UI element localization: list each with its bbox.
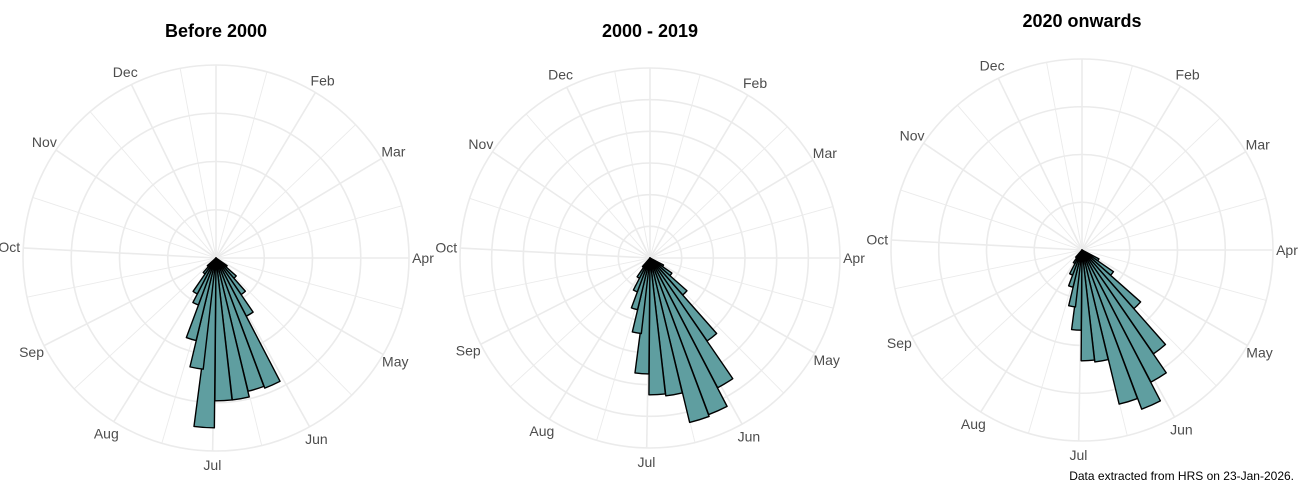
month-label-may: May bbox=[382, 354, 408, 370]
chart-title: Before 2000 bbox=[164, 21, 268, 41]
month-label-feb: Feb bbox=[743, 75, 767, 91]
month-label-mar: Mar bbox=[1246, 136, 1270, 152]
rose-bar bbox=[649, 257, 710, 424]
month-labels: Feb Mar Apr May Jun Jul Aug Sep Oct Nov Dec bbox=[866, 58, 1298, 463]
month-label-dec: Dec bbox=[113, 64, 138, 80]
rose-bar bbox=[649, 257, 683, 397]
rose-bar bbox=[1074, 249, 1083, 259]
month-label-jun: Jun bbox=[305, 431, 328, 447]
polar-chart: Feb Mar Apr May Jun Jul Aug Sep Oct Nov Dec bbox=[866, 58, 1298, 463]
month-label-oct: Oct bbox=[435, 239, 457, 255]
month-labels: Feb Mar Apr May Jun Jul Aug Sep Oct Nov Dec bbox=[0, 64, 434, 473]
month-label-jul: Jul bbox=[203, 457, 221, 473]
month-label-jul: Jul bbox=[1069, 447, 1087, 463]
month-label-aug: Aug bbox=[529, 423, 554, 439]
month-label-jun: Jun bbox=[738, 428, 761, 444]
rose-bars bbox=[1067, 249, 1167, 410]
month-label-aug: Aug bbox=[961, 416, 986, 432]
month-label-nov: Nov bbox=[468, 136, 493, 152]
rose-bar bbox=[1081, 249, 1109, 363]
month-label-feb: Feb bbox=[1176, 66, 1200, 82]
month-label-nov: Nov bbox=[32, 134, 57, 150]
month-label-dec: Dec bbox=[980, 58, 1005, 74]
rose-bars bbox=[630, 257, 734, 424]
polar-chart: Feb Mar Apr May Jun Jul Aug Sep Oct Nov Dec bbox=[435, 67, 865, 470]
rose-bar bbox=[641, 257, 651, 269]
chart-title: 2020 onwards bbox=[1022, 11, 1142, 31]
month-label-apr: Apr bbox=[843, 250, 865, 266]
month-label-sep: Sep bbox=[456, 343, 481, 359]
month-label-sep: Sep bbox=[19, 344, 44, 360]
rose-bar bbox=[1080, 249, 1096, 362]
month-label-nov: Nov bbox=[900, 127, 925, 143]
month-label-aug: Aug bbox=[94, 426, 119, 442]
panel-2020-onwards: 2020 onwards Feb Mar Apr May Jun Jul Aug Sep Oct… bbox=[866, 0, 1298, 500]
month-label-dec: Dec bbox=[548, 67, 573, 83]
rose-bar bbox=[206, 257, 217, 268]
panel-before-2000: Before 2000 Feb Mar Apr May Jun Jul Aug Sep Oct N… bbox=[0, 0, 434, 500]
rose-bars bbox=[185, 257, 281, 429]
month-label-oct: Oct bbox=[0, 239, 20, 255]
month-label-mar: Mar bbox=[381, 143, 405, 159]
panel-2000-2019: 2000 - 2019 Feb Mar Apr May Jun Jul Aug Sep Oct N… bbox=[434, 0, 866, 500]
month-labels: Feb Mar Apr May Jun Jul Aug Sep Oct Nov Dec bbox=[435, 67, 865, 470]
chart-title: 2000 - 2019 bbox=[601, 21, 699, 41]
month-label-oct: Oct bbox=[866, 231, 888, 247]
month-label-mar: Mar bbox=[813, 145, 837, 161]
month-label-may: May bbox=[1246, 345, 1272, 361]
data-source-caption: Data extracted from HRS on 23-Jan-2026. bbox=[1069, 469, 1294, 483]
rose-bar bbox=[1081, 249, 1162, 410]
polar-grid bbox=[890, 58, 1274, 442]
rose-bar bbox=[215, 257, 281, 389]
rose-bar bbox=[648, 257, 667, 396]
month-label-apr: Apr bbox=[412, 250, 434, 266]
month-label-feb: Feb bbox=[311, 73, 335, 89]
month-label-apr: Apr bbox=[1276, 242, 1298, 258]
polar-chart: Feb Mar Apr May Jun Jul Aug Sep Oct Nov Dec bbox=[0, 64, 434, 473]
month-label-may: May bbox=[813, 352, 839, 368]
rose-bar bbox=[1081, 249, 1139, 405]
month-label-jul: Jul bbox=[637, 454, 655, 470]
month-label-sep: Sep bbox=[887, 335, 912, 351]
month-label-jun: Jun bbox=[1170, 421, 1193, 437]
